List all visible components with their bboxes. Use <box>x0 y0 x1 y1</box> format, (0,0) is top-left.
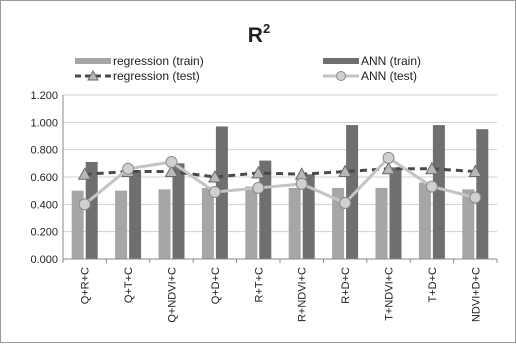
bar-regression-train <box>201 187 214 259</box>
point-ann-test <box>165 155 178 168</box>
chart-title: R2 <box>248 21 270 47</box>
bar-regression-train <box>288 187 301 259</box>
y-tick-label: 0.600 <box>30 172 58 184</box>
x-category-label: Q+R+C <box>80 267 92 304</box>
legend-label-regression-test: regression (test) <box>113 69 200 83</box>
point-regression-test <box>381 161 396 175</box>
x-category-label: Q+NDVI+C <box>167 267 179 323</box>
y-tick-label: 0.000 <box>30 254 58 266</box>
x-category-label: R+T+C <box>253 267 265 303</box>
legend-swatch-ann-train <box>323 58 359 64</box>
x-category-label: T+D+C <box>427 267 439 303</box>
bar-regression-train <box>462 189 475 259</box>
point-regression-test <box>338 164 352 178</box>
y-tick-label: 0.800 <box>30 145 58 157</box>
bar-ann-train <box>85 161 98 259</box>
bar-ann-train <box>129 170 142 259</box>
legend-label-regression-train: regression (train) <box>113 54 204 68</box>
legend-label-ann-test: ANN (test) <box>361 69 417 83</box>
line-regression-test <box>84 167 476 179</box>
chart-title-main: R <box>248 24 263 47</box>
chart-title-superscript: 2 <box>263 21 270 36</box>
y-axis: 0.000 0.200 0.400 0.600 0.800 1.000 1.200 <box>30 90 64 266</box>
bar-regression-train <box>245 186 258 259</box>
bars <box>71 125 489 259</box>
point-ann-test <box>208 186 221 199</box>
y-tick-label: 0.200 <box>30 227 58 239</box>
y-tick-label: 0.400 <box>30 199 58 211</box>
point-ann-test <box>469 191 482 204</box>
y-tick-label: 1.200 <box>30 90 58 102</box>
point-ann-test <box>78 198 91 211</box>
x-axis: Q+R+C Q+T+C Q+NDVI+C Q+D+C R+T+C R+NDVI+C R+D+… <box>62 258 498 323</box>
point-regression-test <box>425 161 439 175</box>
bar-regression-train <box>115 190 128 259</box>
point-ann-test <box>252 181 265 194</box>
point-ann-test <box>295 177 308 190</box>
x-category-label: R+D+C <box>340 267 352 304</box>
point-ann-test <box>122 162 135 175</box>
bar-ann-train <box>476 129 489 259</box>
point-regression-test <box>164 164 179 178</box>
point-ann-test <box>425 180 438 193</box>
bar-ann-train <box>346 125 359 259</box>
legend-marker-circle <box>336 71 346 81</box>
point-regression-test <box>208 169 222 183</box>
point-regression-test <box>251 165 266 179</box>
bar-regression-train <box>418 182 431 259</box>
bar-regression-train <box>375 187 388 259</box>
y-tick-label: 1.000 <box>30 117 58 129</box>
point-regression-test <box>468 164 483 178</box>
bar-ann-train <box>172 163 185 259</box>
legend: regression (train) ANN (train) regressio… <box>75 54 421 83</box>
x-category-label: Q+D+C <box>210 267 222 304</box>
bar-ann-train <box>302 174 315 259</box>
legend-swatch-regression-train <box>75 58 111 64</box>
point-regression-test <box>77 167 92 180</box>
legend-label-ann-train: ANN (train) <box>361 54 421 68</box>
line-ann-test <box>83 156 476 206</box>
bar-regression-train <box>158 189 171 259</box>
bar-ann-train <box>432 125 445 259</box>
x-category-label: T+NDVI+C <box>384 267 396 321</box>
point-ann-test <box>339 196 352 209</box>
x-category-label: Q+T+C <box>123 267 135 303</box>
legend-marker-triangle <box>87 69 99 81</box>
x-category-label: NDVI+D+C <box>470 267 482 322</box>
point-ann-test <box>382 151 395 164</box>
lines <box>77 151 483 211</box>
bar-ann-train <box>389 167 402 259</box>
x-category-label: R+NDVI+C <box>297 267 309 322</box>
